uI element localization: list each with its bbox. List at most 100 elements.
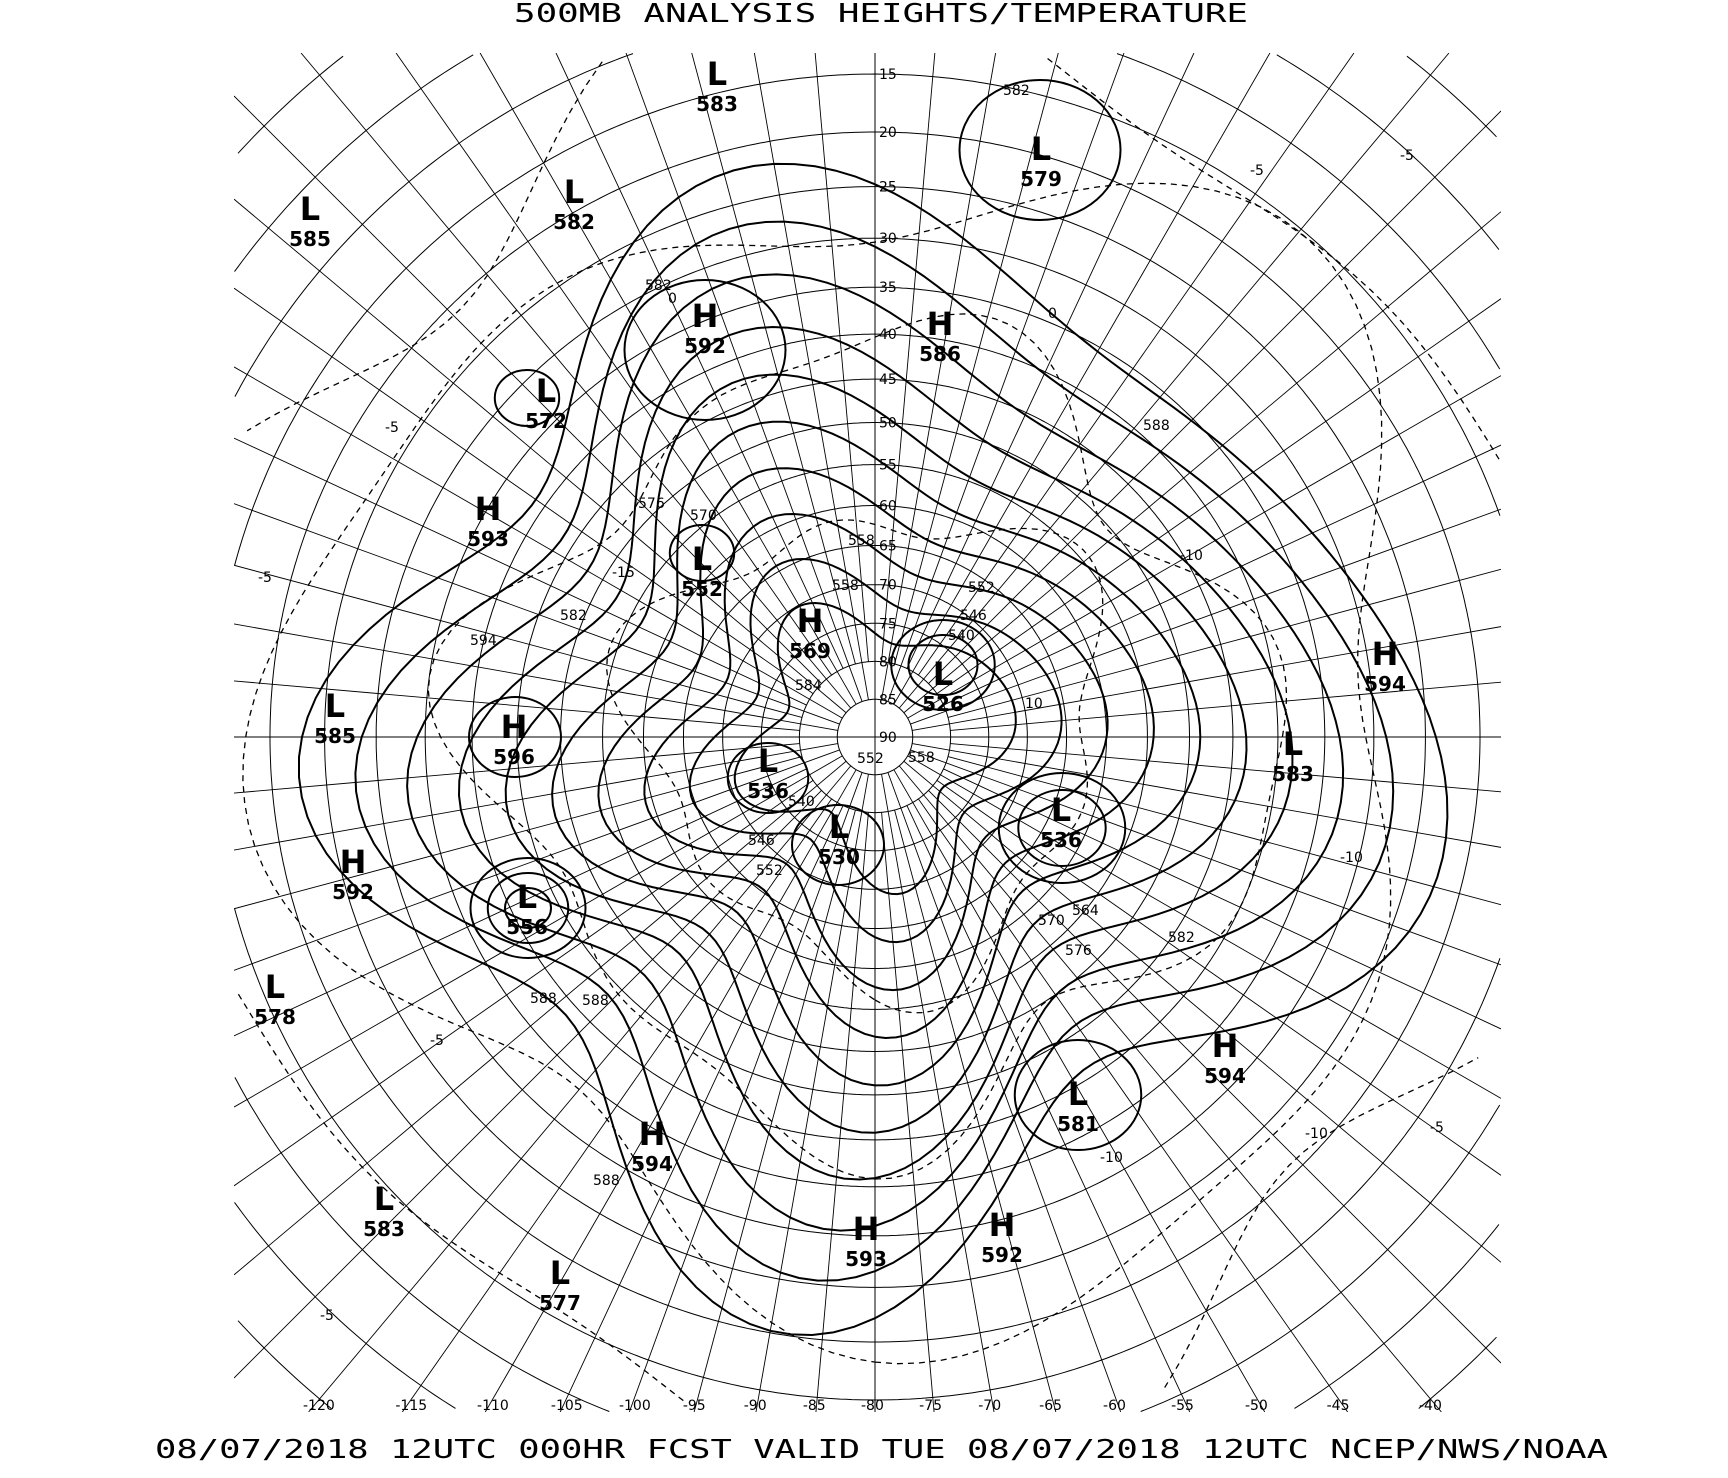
contour-label: 564: [1072, 903, 1099, 919]
system-letter: H: [1212, 1027, 1239, 1065]
latitude-label: 20: [879, 125, 897, 141]
system-value: 583: [363, 1217, 405, 1241]
longitude-label: -65: [1039, 1398, 1062, 1414]
contour-label: -10: [1305, 1126, 1328, 1142]
closed-contour: [486, 872, 570, 944]
height-contour: [504, 373, 1248, 1134]
system-letter: L: [517, 878, 537, 916]
temperature-contour: [242, 182, 1392, 1365]
meridian-line: [234, 198, 847, 714]
meridian-line: [395, 53, 833, 676]
contour-label: 582: [1003, 83, 1030, 99]
contour-label: -10: [1340, 850, 1363, 866]
longitude-label: -120: [303, 1398, 335, 1414]
longitude-label: -40: [1419, 1398, 1442, 1414]
longitude-label: -100: [619, 1398, 651, 1414]
contour-label: 546: [748, 833, 775, 849]
closed-contour: [623, 279, 787, 421]
longitude-label: -95: [683, 1398, 706, 1414]
system-letter: L: [1068, 1075, 1088, 1113]
longitude-label: -50: [1245, 1398, 1268, 1414]
system-letter: L: [374, 1180, 394, 1218]
latitude-label: 60: [879, 498, 897, 514]
height-contour: [406, 273, 1345, 1232]
system-value: 583: [1272, 762, 1314, 786]
meridian-line: [887, 53, 1125, 702]
closed-contour: [493, 369, 561, 427]
meridian-line: [691, 53, 856, 665]
meridian-line: [401, 798, 833, 1412]
meridian-line: [928, 110, 1501, 684]
system-value: 572: [525, 409, 567, 433]
height-contour: [733, 601, 1017, 896]
meridian-line: [950, 743, 1501, 793]
meridian-line: [234, 680, 800, 731]
system-value: 536: [1040, 828, 1082, 852]
meridian-line: [693, 809, 856, 1412]
contour-label: 540: [788, 794, 815, 810]
contour-labels: 5825885885765705825945585585525465405845…: [258, 83, 1444, 1324]
meridian-line: [898, 765, 1442, 1412]
meridian-line: [928, 790, 1501, 1364]
meridian-line: [234, 790, 822, 1379]
contour-label: 546: [960, 608, 987, 624]
system-value: 585: [314, 724, 356, 748]
meridian-line: [917, 798, 1349, 1412]
longitude-label: -110: [477, 1398, 509, 1414]
system-value: 582: [553, 210, 595, 234]
system-letter: L: [550, 1254, 570, 1292]
system-value: 569: [789, 639, 831, 663]
contour-label: -10: [1180, 548, 1203, 564]
temperature-contour: [427, 313, 1288, 1180]
closed-contour: [907, 634, 979, 696]
contour-label: -15: [612, 565, 635, 581]
system-value: 592: [684, 334, 726, 358]
meridian-line: [234, 760, 847, 1276]
system-letter: L: [1031, 130, 1051, 168]
lat-lon-grid: [234, 53, 1501, 1412]
meridian-line: [906, 53, 1195, 669]
latitude-label: 30: [879, 231, 897, 247]
closed-contour: [1017, 789, 1107, 867]
contour-label: 570: [1038, 913, 1065, 929]
contour-label: 582: [560, 608, 587, 624]
closed-contour: [504, 887, 552, 929]
system-value: 594: [1204, 1064, 1246, 1088]
closed-contour: [468, 696, 562, 778]
system-value: 579: [1020, 167, 1062, 191]
contour-label: -5: [1430, 1120, 1444, 1136]
meridian-line: [893, 53, 1271, 705]
meridian-line: [479, 53, 857, 705]
system-letter: L: [325, 687, 345, 725]
meridian-line: [881, 774, 995, 1412]
system-letter: H: [989, 1206, 1016, 1244]
meridian-line: [234, 756, 803, 910]
temperature-contours: [237, 55, 1500, 1403]
system-value: 596: [493, 745, 535, 769]
latitude-circle: [234, 54, 1500, 1409]
system-letter: L: [265, 968, 285, 1006]
meridian-line: [881, 812, 935, 1412]
latitude-label: 70: [879, 578, 897, 594]
latitude-label: 45: [879, 372, 897, 388]
system-value: 552: [681, 577, 723, 601]
map-title: 500MB ANALYSIS HEIGHTS/TEMPERATURE: [514, 0, 1248, 29]
contour-label: 558: [848, 533, 875, 549]
meridian-line: [234, 768, 807, 1037]
contour-label: 0: [1048, 306, 1057, 322]
meridian-line: [234, 623, 838, 731]
latitude-label: 15: [879, 67, 897, 83]
closed-contour: [958, 79, 1122, 221]
contour-label: 540: [948, 628, 975, 644]
